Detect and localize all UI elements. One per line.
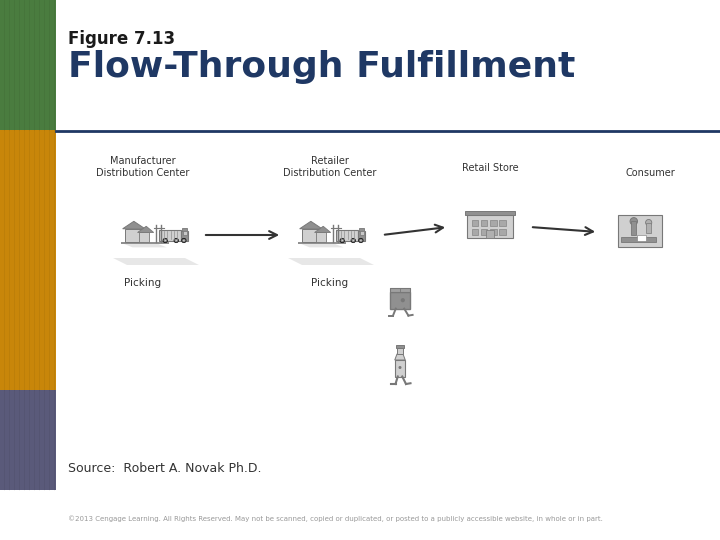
Polygon shape xyxy=(299,242,346,244)
Polygon shape xyxy=(300,221,322,229)
Text: ©2013 Cengage Learning. All Rights Reserved. May not be scanned, copied or dupli: ©2013 Cengage Learning. All Rights Reser… xyxy=(68,515,603,522)
Circle shape xyxy=(174,238,179,242)
Bar xyxy=(481,229,487,235)
Bar xyxy=(395,360,405,376)
Bar xyxy=(316,233,325,242)
Bar xyxy=(390,292,410,308)
Bar xyxy=(465,211,515,215)
Bar xyxy=(618,215,662,247)
Bar xyxy=(183,231,187,235)
Circle shape xyxy=(175,239,177,241)
Bar xyxy=(360,231,364,235)
Text: Consumer: Consumer xyxy=(625,168,675,178)
Bar xyxy=(481,220,487,226)
Bar xyxy=(637,235,646,241)
Bar xyxy=(0,130,56,390)
Bar xyxy=(336,230,358,240)
Bar xyxy=(490,220,497,226)
Bar xyxy=(397,348,403,354)
Bar xyxy=(472,229,478,235)
Circle shape xyxy=(164,239,166,241)
Circle shape xyxy=(398,366,402,369)
Bar xyxy=(467,215,513,238)
Text: Source:  Robert A. Novak Ph.D.: Source: Robert A. Novak Ph.D. xyxy=(68,462,261,475)
Bar xyxy=(359,228,364,231)
Polygon shape xyxy=(300,244,343,247)
Text: Flow-Through Fulfillment: Flow-Through Fulfillment xyxy=(68,50,575,84)
Bar xyxy=(621,238,655,242)
Text: Retail Store: Retail Store xyxy=(462,163,518,173)
Circle shape xyxy=(183,239,185,241)
Bar xyxy=(490,229,497,235)
Bar xyxy=(139,233,149,242)
Bar xyxy=(125,229,143,242)
Bar xyxy=(358,231,365,240)
Circle shape xyxy=(163,238,167,242)
Bar xyxy=(158,230,181,240)
Polygon shape xyxy=(138,226,153,233)
Bar xyxy=(631,221,636,235)
Circle shape xyxy=(341,239,343,241)
Circle shape xyxy=(351,238,356,242)
Bar xyxy=(0,390,56,490)
Polygon shape xyxy=(123,244,167,247)
Bar xyxy=(472,220,478,226)
Text: Picking: Picking xyxy=(312,278,348,288)
Circle shape xyxy=(646,219,652,226)
Circle shape xyxy=(630,218,637,225)
Bar xyxy=(0,0,56,130)
Circle shape xyxy=(181,238,186,242)
Polygon shape xyxy=(113,258,199,265)
Bar xyxy=(647,222,651,233)
Bar xyxy=(499,220,505,226)
Polygon shape xyxy=(315,226,330,233)
Polygon shape xyxy=(395,354,405,360)
Bar xyxy=(486,230,494,238)
Circle shape xyxy=(352,239,354,241)
Circle shape xyxy=(340,238,344,242)
Circle shape xyxy=(360,239,362,241)
Polygon shape xyxy=(122,242,168,244)
Polygon shape xyxy=(390,288,410,292)
Bar xyxy=(499,229,505,235)
Polygon shape xyxy=(122,221,145,229)
Bar xyxy=(396,345,404,348)
Text: Picking: Picking xyxy=(125,278,161,288)
Circle shape xyxy=(359,238,363,242)
Polygon shape xyxy=(288,258,374,265)
Text: Figure 7.13: Figure 7.13 xyxy=(68,30,175,48)
Bar xyxy=(181,228,187,231)
Text: Manufacturer
Distribution Center: Manufacturer Distribution Center xyxy=(96,156,189,178)
Text: Retailer
Distribution Center: Retailer Distribution Center xyxy=(283,156,377,178)
Bar xyxy=(302,229,320,242)
Circle shape xyxy=(401,298,405,302)
Bar xyxy=(181,231,189,240)
